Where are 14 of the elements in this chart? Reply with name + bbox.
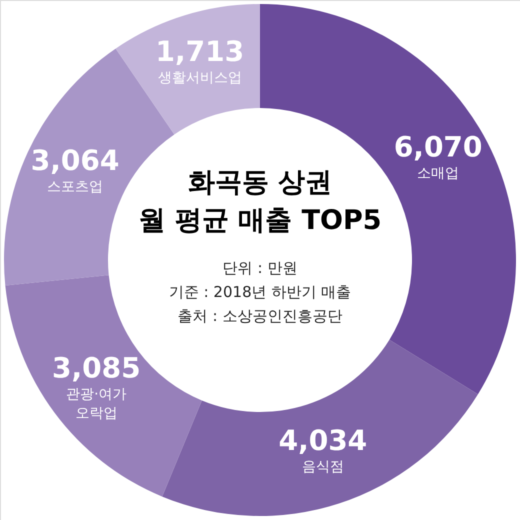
data-label: 4,034: [278, 424, 368, 458]
slice-label: 소매업: [417, 166, 460, 182]
slice-label: 관광·여가 오락업: [66, 386, 127, 422]
slice-label: 음식점: [302, 459, 344, 476]
source-note: 출처 : 소상공인진흥공단: [178, 307, 342, 325]
data-label: 6,070: [394, 130, 482, 164]
text: 단위 : 만원: [222, 259, 298, 277]
text: 화곡동 상권 월 평균 매출 TOP5: [138, 167, 382, 236]
slice-label: 스포츠업: [47, 178, 104, 195]
slice-label: 생활서비스업: [158, 70, 242, 86]
data-label: 3,085: [52, 352, 141, 385]
data-label: 3,064: [30, 144, 120, 177]
text: 기준 : 2018년 하반기 매출: [168, 283, 352, 301]
data-label: 1,713: [156, 35, 244, 68]
